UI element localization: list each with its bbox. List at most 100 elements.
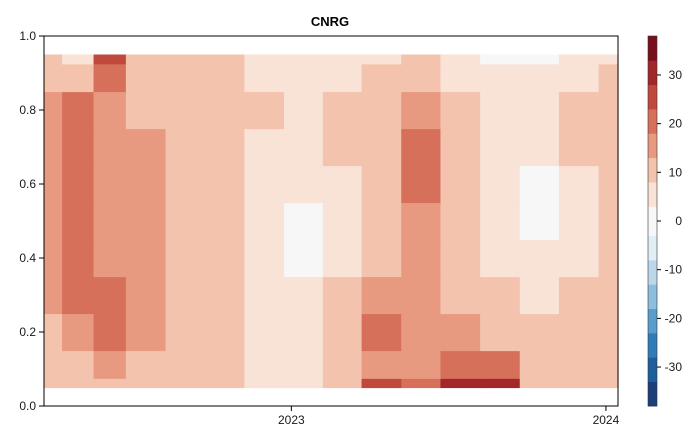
heatmap-cell <box>205 63 245 93</box>
plot-area <box>44 54 619 389</box>
heatmap-cell <box>165 378 206 389</box>
heatmap-cell <box>284 63 324 93</box>
heatmap-cell <box>93 128 127 167</box>
heatmap-cell <box>284 128 324 167</box>
heatmap-cell <box>598 165 619 204</box>
heatmap-cell <box>62 63 95 93</box>
colorbar-band <box>648 284 657 310</box>
colorbar-tick-label: -30 <box>665 360 683 374</box>
heatmap-cell <box>401 313 442 352</box>
heatmap-cell <box>361 313 402 352</box>
heatmap-cell <box>361 165 402 204</box>
heatmap-cell <box>440 165 481 204</box>
heatmap-cell <box>125 378 167 389</box>
heatmap-cell <box>93 165 127 204</box>
heatmap-cell <box>401 239 442 278</box>
heatmap-cell <box>62 54 95 65</box>
heatmap-cell <box>480 202 521 241</box>
heatmap-cell <box>519 91 560 130</box>
heatmap-cell <box>244 165 285 204</box>
heatmap-cell <box>440 202 481 241</box>
heatmap-cell <box>205 276 245 315</box>
heatmap-cell <box>205 91 245 130</box>
heatmap-cell <box>558 202 600 241</box>
heatmap-cell <box>125 350 167 379</box>
heatmap-cell <box>244 202 285 241</box>
heatmap-cell <box>361 350 402 379</box>
heatmap-cell <box>598 378 619 389</box>
plot-frame <box>43 35 619 407</box>
heatmap-cell <box>361 63 402 93</box>
heatmap-cell <box>165 276 206 315</box>
y-tick-label: 0.8 <box>19 103 36 117</box>
heatmap-cell <box>125 63 167 93</box>
heatmap-cell <box>558 54 600 65</box>
heatmap-cell <box>401 350 442 379</box>
heatmap-cell <box>244 350 285 379</box>
colorbar: 30 20 10 0 -10 -20 -30 <box>647 35 683 407</box>
heatmap-cell <box>558 165 600 204</box>
heatmap-cell <box>322 202 363 241</box>
heatmap-cell <box>519 54 560 65</box>
colorbar-band <box>648 133 657 159</box>
heatmap-cell <box>361 128 402 167</box>
heatmap-cell <box>165 313 206 352</box>
y-tick-label: 0.0 <box>19 399 36 413</box>
heatmap-cell <box>401 54 442 65</box>
heatmap-cell <box>165 91 206 130</box>
heatmap-cell <box>598 54 619 65</box>
heatmap-cell <box>519 239 560 278</box>
heatmap-cell <box>361 91 402 130</box>
heatmap-cell <box>519 128 560 167</box>
colorbar-band <box>648 157 657 183</box>
heatmap-cell <box>361 202 402 241</box>
heatmap-cell <box>361 276 402 315</box>
heatmap-cell <box>440 128 481 167</box>
heatmap-cell <box>284 378 324 389</box>
heatmap-cell <box>322 128 363 167</box>
colorbar-band <box>648 60 657 86</box>
heatmap-cell <box>322 63 363 93</box>
heatmap-cell <box>93 239 127 278</box>
colorbar-band <box>648 259 657 285</box>
heatmap-cell <box>440 91 481 130</box>
colorbar-tick-label: 0 <box>675 214 682 228</box>
heatmap-cell <box>480 313 521 352</box>
heatmap-cell <box>205 313 245 352</box>
heatmap-cell <box>44 239 63 278</box>
heatmap-cell <box>44 350 63 379</box>
heatmap-cell <box>125 165 167 204</box>
heatmap-cell <box>480 54 521 65</box>
heatmap-cell <box>558 276 600 315</box>
heatmap-cell <box>440 313 481 352</box>
heatmap-cell <box>322 313 363 352</box>
axes: 0.0 0.2 0.4 0.6 0.8 1.0 2023 2024 <box>19 29 619 427</box>
heatmap-cell <box>93 63 127 93</box>
heatmap-cell <box>125 128 167 167</box>
heatmap-cell <box>205 54 245 65</box>
heatmap-cell <box>93 350 127 379</box>
colorbar-band <box>648 206 657 236</box>
heatmap-cell <box>519 378 560 389</box>
heatmap-cell <box>44 378 63 389</box>
heatmap-cell <box>480 239 521 278</box>
colorbar-tick-label: 10 <box>669 165 683 179</box>
heatmap-cell <box>480 165 521 204</box>
heatmap-cell <box>125 313 167 352</box>
heatmap-cell <box>205 350 245 379</box>
heatmap-cell <box>401 128 442 167</box>
heatmap-cell <box>480 63 521 93</box>
heatmap-cell <box>44 313 63 352</box>
heatmap-cell <box>44 128 63 167</box>
y-tick-label: 0.6 <box>19 177 36 191</box>
heatmap-cell <box>244 91 285 130</box>
heatmap-cell <box>62 378 95 389</box>
heatmap-cell <box>480 350 521 379</box>
heatmap-cell <box>401 165 442 204</box>
chart-title: CNRG <box>311 14 349 29</box>
heatmap-cell <box>244 239 285 278</box>
colorbar-band <box>648 182 657 207</box>
colorbar-band <box>648 381 657 407</box>
heatmap-cell <box>93 276 127 315</box>
